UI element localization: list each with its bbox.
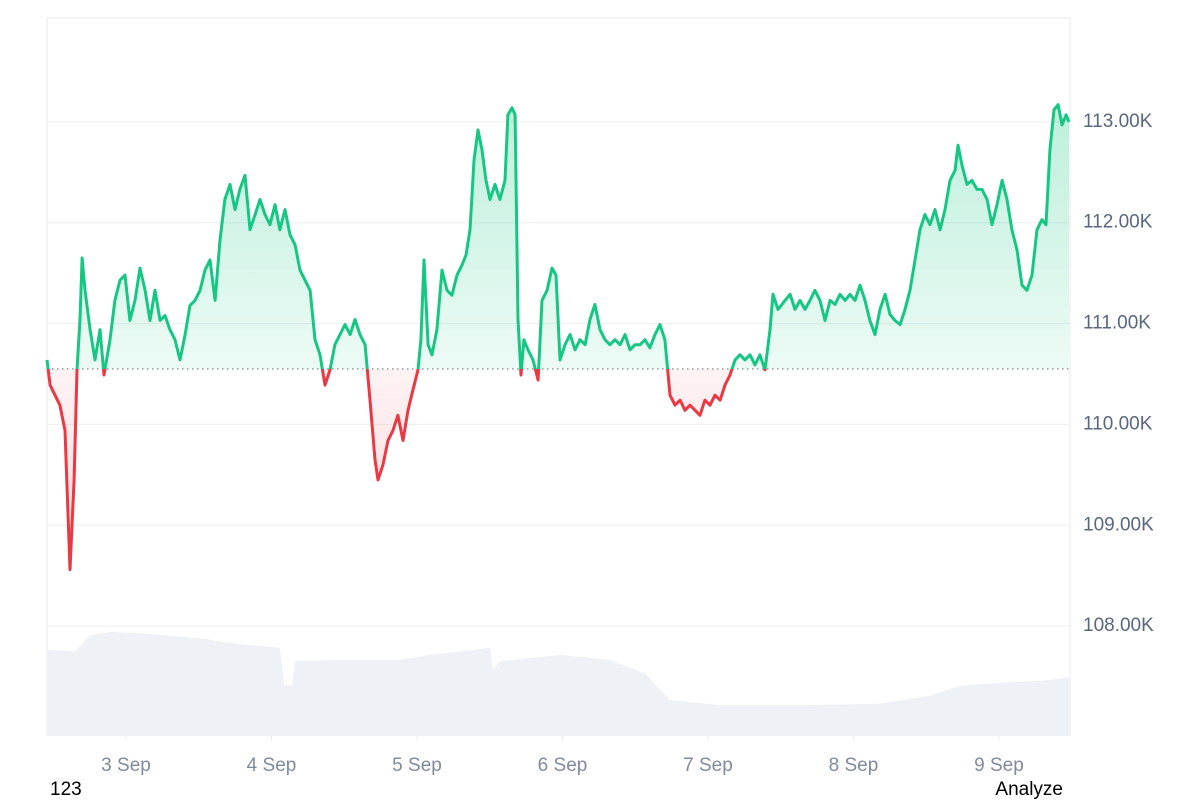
x-tick-label: 5 Sep [392,755,442,776]
y-tick-label: 110.00K [1083,413,1153,434]
y-tick-label: 108.00K [1083,615,1154,636]
x-tick-label: 6 Sep [538,755,588,776]
x-tick-label: 4 Sep [247,755,297,776]
annotation: Analyze [995,779,1063,800]
x-tick-label: 9 Sep [974,755,1024,776]
x-tick-label: 7 Sep [683,755,733,776]
y-tick-label: 112.00K [1083,212,1153,233]
annotation: 123 [50,779,82,800]
y-tick-label: 113.00K [1083,111,1153,132]
plot-frame [46,17,1071,736]
y-tick-label: 109.00K [1083,514,1154,535]
price-line [45,103,1071,572]
x-tick-label: 3 Sep [101,755,151,776]
x-tick-label: 8 Sep [829,755,879,776]
volume-area [47,631,1070,736]
y-tick-label: 111.00K [1083,313,1151,334]
